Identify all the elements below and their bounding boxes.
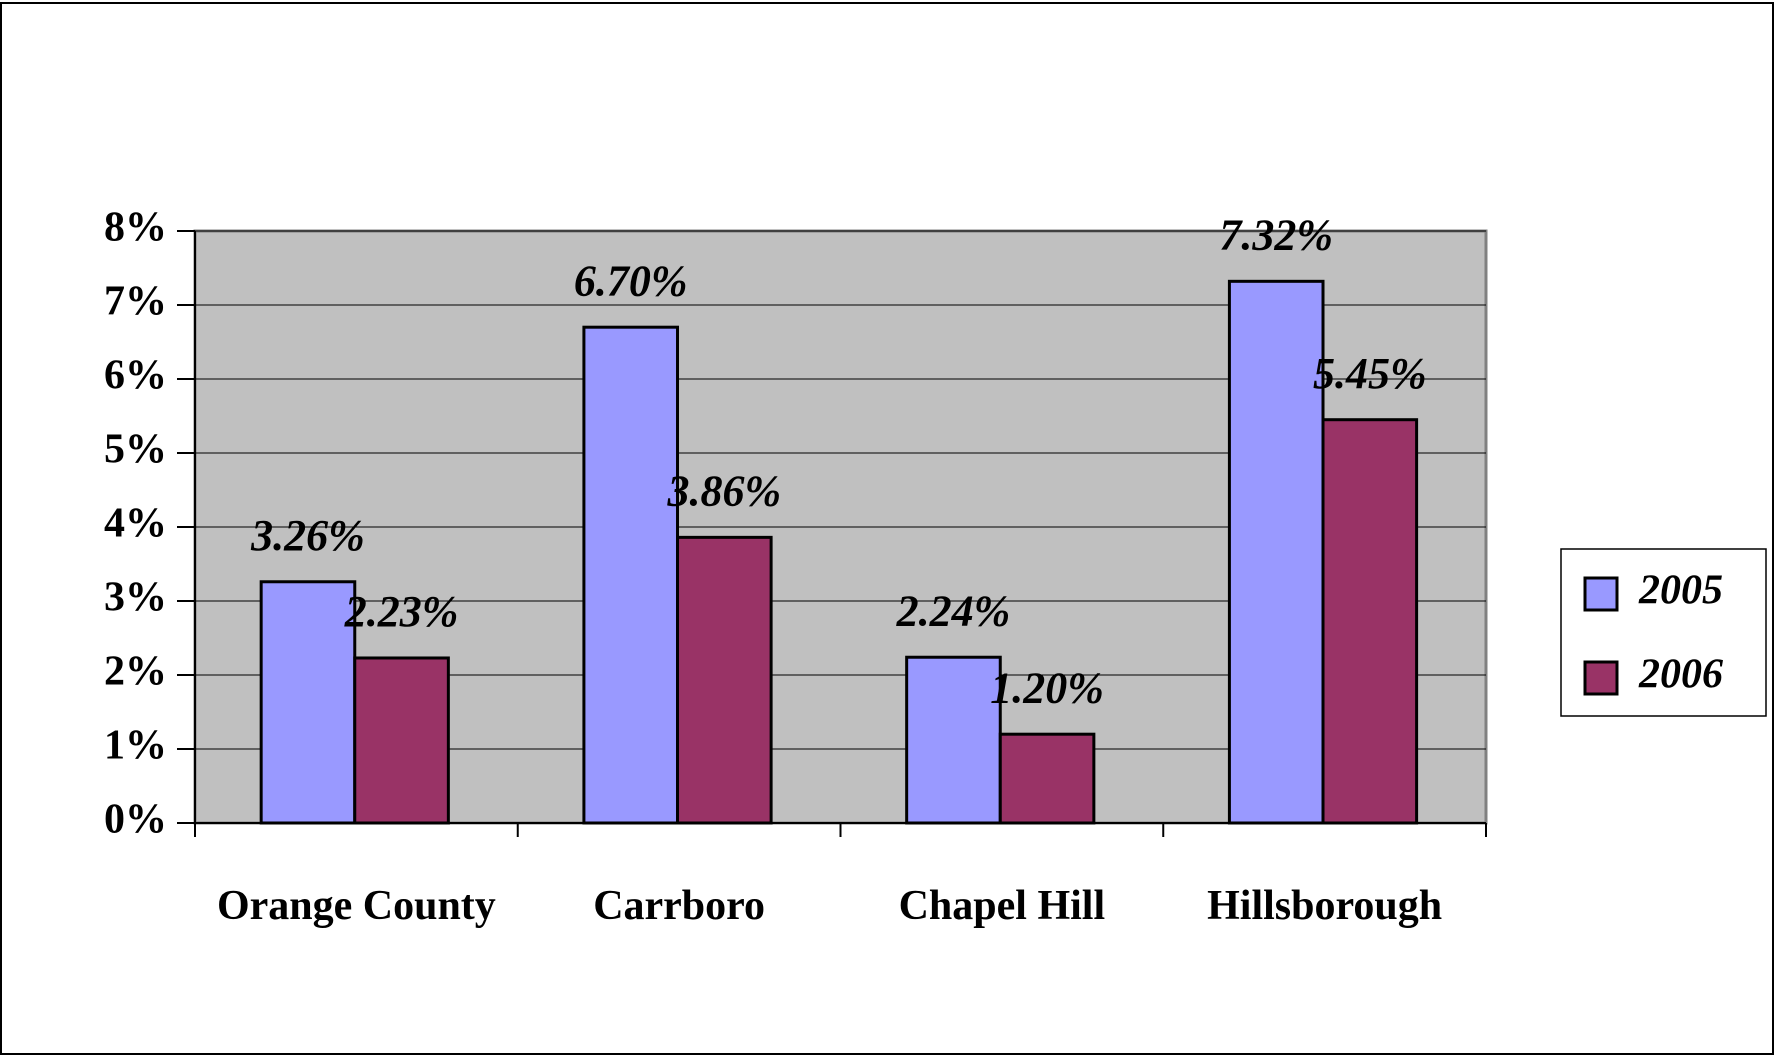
x-tick-label: Orange County bbox=[216, 883, 496, 929]
x-tick-label: Chapel Hill bbox=[898, 883, 1106, 929]
y-tick-label: 4% bbox=[104, 501, 167, 547]
y-tick-label: 0% bbox=[104, 797, 167, 843]
data-label: 3.26% bbox=[250, 511, 365, 560]
bar bbox=[905, 655, 1002, 825]
data-label: 7.32% bbox=[1219, 210, 1333, 259]
x-tick-label: Hillsborough bbox=[1207, 883, 1443, 929]
data-label: 2.23% bbox=[344, 587, 459, 636]
bar bbox=[1227, 279, 1325, 825]
y-tick-label: 5% bbox=[104, 427, 167, 473]
bar bbox=[353, 656, 450, 825]
y-tick-label: 8% bbox=[104, 205, 167, 251]
data-label: 1.20% bbox=[990, 663, 1104, 712]
data-label: 3.86% bbox=[666, 466, 781, 515]
bar bbox=[259, 580, 357, 825]
data-label: 5.45% bbox=[1313, 349, 1427, 398]
y-tick-label: 2% bbox=[104, 649, 167, 695]
x-tick-label: Carrboro bbox=[593, 883, 766, 929]
bar bbox=[998, 732, 1096, 825]
legend-swatch bbox=[1583, 576, 1619, 612]
y-tick-label: 6% bbox=[104, 353, 167, 399]
bar bbox=[676, 535, 773, 825]
y-tick-label: 7% bbox=[104, 279, 167, 325]
y-tick-label: 1% bbox=[104, 723, 167, 769]
legend-label: 2006 bbox=[1638, 652, 1723, 698]
legend-label: 2005 bbox=[1638, 568, 1723, 614]
legend-swatch bbox=[1583, 660, 1619, 696]
bar bbox=[1321, 418, 1419, 825]
data-label: 6.70% bbox=[574, 256, 688, 305]
data-label: 2.24% bbox=[896, 586, 1011, 635]
bar bbox=[582, 325, 680, 825]
y-tick-label: 3% bbox=[104, 575, 167, 621]
